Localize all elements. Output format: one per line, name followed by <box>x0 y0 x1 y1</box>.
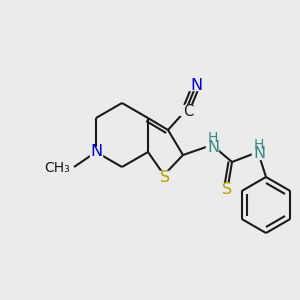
Text: C: C <box>183 103 193 118</box>
Text: N: N <box>90 145 102 160</box>
Text: S: S <box>222 182 232 196</box>
Bar <box>206 134 218 152</box>
Bar <box>189 80 201 90</box>
Bar <box>90 147 102 157</box>
Text: S: S <box>160 169 170 184</box>
Text: H: H <box>254 138 264 152</box>
Text: H: H <box>208 131 218 145</box>
Text: N: N <box>190 79 202 94</box>
Bar <box>159 171 171 181</box>
Bar <box>252 141 264 159</box>
Text: N: N <box>207 140 219 154</box>
Text: N: N <box>253 146 265 161</box>
Text: CH₃: CH₃ <box>44 161 70 175</box>
Bar <box>222 183 234 193</box>
Bar <box>180 105 192 115</box>
